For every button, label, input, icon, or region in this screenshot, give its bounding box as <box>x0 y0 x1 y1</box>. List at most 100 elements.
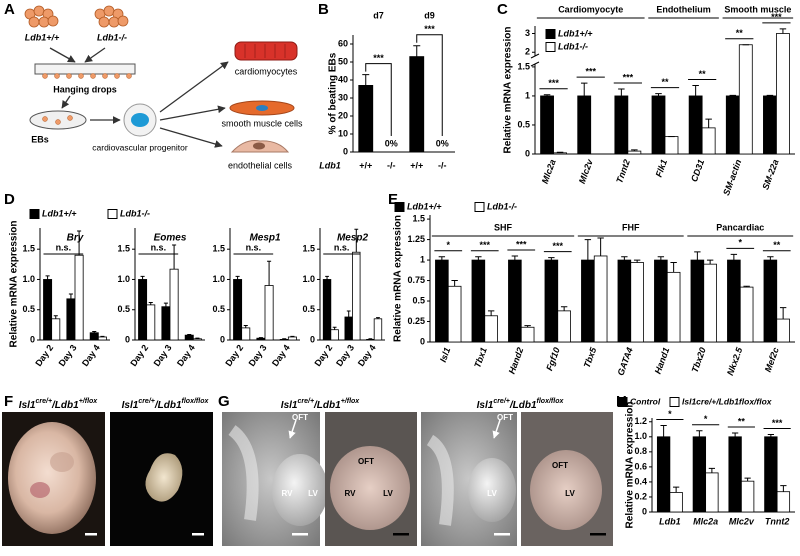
x-tick-label: Day 4 <box>356 343 378 368</box>
error-bar <box>670 262 677 273</box>
x-tick-label: GATA4 <box>615 346 634 377</box>
error-bar <box>621 256 628 261</box>
genotype-part: /Ldb1 <box>51 400 79 411</box>
error-bar <box>77 230 82 256</box>
y-tick-label: 30 <box>338 92 348 102</box>
bar <box>330 329 339 341</box>
error-bar <box>53 315 58 319</box>
significance: ** <box>738 416 746 426</box>
legend-swatch <box>545 29 556 39</box>
error-bar <box>487 310 495 316</box>
genotype-label: Isl1cre/+/Ldb1flox/flox <box>122 398 210 410</box>
y-tick-label: 1.5 <box>22 244 35 254</box>
error-bar <box>580 82 588 96</box>
genotype-label: Isl1cre/+/Ldb1flox/flox <box>477 398 565 410</box>
photo-annotation: LV <box>565 489 575 498</box>
bar <box>146 304 156 341</box>
bar <box>654 259 668 343</box>
bar <box>593 255 608 343</box>
y-tick-label: 1.5 <box>117 244 130 254</box>
x-tick-label: Day 3 <box>247 343 269 368</box>
error-bar <box>673 486 680 493</box>
group-label: d9 <box>424 10 435 20</box>
genotype-part: Isl1 <box>122 400 139 411</box>
genotype-part: /Ldb1 <box>509 400 537 411</box>
fate-label: endothelial cells <box>228 160 293 170</box>
y-axis-label: % of beating EBs <box>328 52 339 134</box>
error-bar <box>524 325 531 328</box>
chart-title: Mesp2 <box>337 233 369 244</box>
y-tick-label: 60 <box>338 38 348 48</box>
error-bar <box>45 275 50 280</box>
legend-label: Control <box>630 396 661 406</box>
bar <box>763 259 778 343</box>
bar <box>581 259 595 343</box>
error-bar <box>140 275 145 280</box>
significance: *** <box>772 418 783 428</box>
bar <box>447 285 462 343</box>
photo-panel-g <box>222 412 613 546</box>
y-tick-label: 3 <box>525 28 530 38</box>
bar <box>51 318 61 341</box>
value-label: 0% <box>436 138 449 148</box>
error-bar <box>362 74 370 86</box>
x-tick-label: Isl1 <box>438 346 453 364</box>
bar <box>256 337 266 341</box>
error-bar <box>258 337 263 339</box>
y-tick-label: 0.8 <box>634 446 647 456</box>
x-tick-label: Tnnt2 <box>765 516 790 526</box>
error-bar <box>163 302 168 307</box>
genotype-part: /Ldb1 <box>313 400 341 411</box>
genotype-label: Isl1cre/+/Ldb1+/flox <box>281 398 360 410</box>
significance: ** <box>699 69 707 79</box>
bar <box>184 334 194 341</box>
x-tick-label: Mlc2v <box>577 157 595 185</box>
panel-letter: G <box>218 393 230 410</box>
y-tick-label: 50 <box>338 56 348 66</box>
legend-swatch <box>669 397 680 407</box>
bar <box>692 436 707 513</box>
x-tick-label: CD31 <box>689 158 706 183</box>
error-bar <box>706 259 714 265</box>
error-bar <box>511 255 519 261</box>
y-tick-label: 1 <box>525 90 530 100</box>
chart-title: Bry <box>67 233 84 244</box>
bar <box>651 95 666 155</box>
x-tick-label: Mlc2a <box>540 158 558 185</box>
bar <box>508 259 522 343</box>
bar <box>89 332 99 341</box>
error-bar <box>779 28 787 34</box>
bar <box>666 271 681 343</box>
fate-label: smooth muscle cells <box>221 118 303 128</box>
x-tick-label: Day 2 <box>312 343 334 368</box>
bar <box>763 95 777 155</box>
bar <box>435 259 449 343</box>
photo-annotation: OFT <box>552 461 568 470</box>
x-tick-label: Day 3 <box>152 343 174 368</box>
error-bar <box>195 337 200 339</box>
significance: *** <box>771 12 782 22</box>
error-bar <box>618 88 625 96</box>
bar <box>409 56 425 153</box>
genotype-label: Isl1cre/+/Ldb1+/flox <box>19 398 98 410</box>
error-bar <box>708 467 716 473</box>
step-label: Hanging drops <box>53 84 117 94</box>
legend-label: Isl1cre/+/Ldb1flox/flox <box>682 396 773 406</box>
significance: * <box>668 409 672 419</box>
group-label: Pancardiac <box>716 222 764 232</box>
error-bar <box>243 324 248 328</box>
significance: *** <box>479 240 490 250</box>
y-tick-label: 1.5 <box>517 61 530 71</box>
photo-annotation: LV <box>383 489 393 498</box>
bar <box>705 472 719 513</box>
y-tick-label: 0.5 <box>117 304 130 314</box>
chart-title: Mesp1 <box>249 233 281 244</box>
error-bar <box>92 331 97 333</box>
y-tick-label: 1.25 <box>407 234 425 244</box>
bar <box>701 127 716 155</box>
genotype-superscript: +/flox <box>79 398 99 405</box>
y-tick-label: 0.4 <box>634 476 647 486</box>
bar <box>74 254 84 341</box>
y-tick-label: 0.5 <box>412 295 425 305</box>
bar <box>627 150 642 155</box>
